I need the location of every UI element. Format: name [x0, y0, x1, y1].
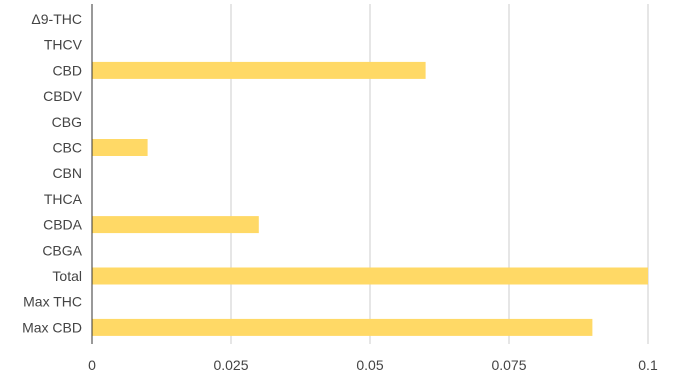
category-label: CBC	[52, 140, 82, 156]
category-label: Δ9-THC	[31, 11, 82, 27]
category-label: CBDV	[43, 88, 83, 104]
x-tick-label: 0.075	[491, 357, 526, 373]
bar	[92, 318, 593, 336]
category-label: THCV	[44, 37, 83, 53]
category-label: CBG	[52, 114, 82, 130]
category-label: Max THC	[23, 294, 82, 310]
bar	[92, 61, 426, 79]
category-label: Total	[52, 268, 82, 284]
category-label: CBGA	[42, 242, 82, 258]
bar	[92, 139, 148, 156]
labels: 0 0.025 0.05 0.075 0.1 Δ9-THC THCV CBD CBDV CBG CB…	[22, 11, 658, 373]
x-tick-label: 0.05	[356, 357, 383, 373]
category-label: CBDA	[43, 217, 83, 233]
gridlines	[230, 4, 649, 344]
category-label: THCA	[44, 191, 83, 207]
category-label: CBD	[52, 62, 82, 78]
bar	[92, 267, 648, 285]
bars	[92, 61, 648, 336]
bar	[92, 216, 259, 234]
x-tick-label: 0.1	[638, 357, 658, 373]
x-tick-label: 0.025	[213, 357, 248, 373]
category-label: CBN	[52, 165, 82, 181]
x-tick-label: 0	[88, 357, 96, 373]
category-label: Max CBD	[22, 319, 82, 335]
